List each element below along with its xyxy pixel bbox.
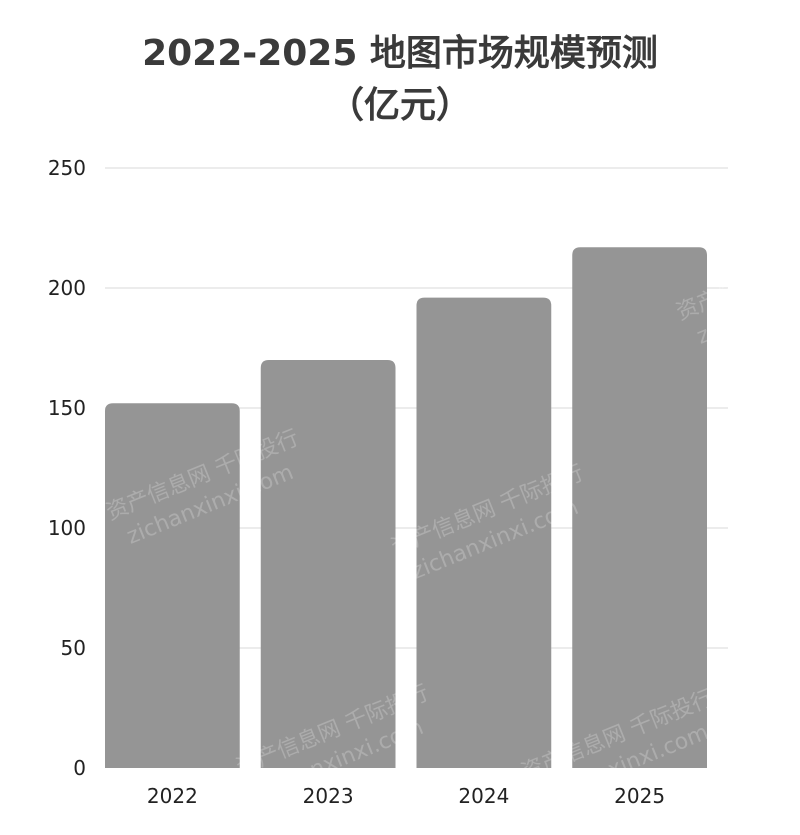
- chart-title: 2022-2025 地图市场规模预测 （亿元）: [0, 28, 800, 132]
- y-axis-ticks: 0 50 100 150 200 250: [48, 156, 86, 780]
- bar-2025: [572, 247, 707, 768]
- x-tick-label-2024: 2024: [458, 784, 509, 808]
- x-axis-ticks: 2022 2023 2024 2025: [147, 784, 665, 808]
- y-tick-label-100: 100: [48, 516, 86, 540]
- y-tick-label-250: 250: [48, 156, 86, 180]
- y-tick-label-50: 50: [61, 636, 86, 660]
- bar-2022: [105, 403, 240, 768]
- bars: [105, 247, 707, 768]
- bar-2023: [260, 360, 396, 768]
- y-tick-label-0: 0: [73, 756, 86, 780]
- y-tick-label-200: 200: [48, 276, 86, 300]
- x-tick-label-2023: 2023: [303, 784, 354, 808]
- bar-2024: [416, 297, 552, 768]
- chart-title-line2: （亿元）: [327, 85, 472, 126]
- x-tick-label-2025: 2025: [614, 784, 665, 808]
- x-tick-label-2022: 2022: [147, 784, 198, 808]
- chart-title-line1: 2022-2025 地图市场规模预测: [142, 33, 658, 74]
- y-tick-label-150: 150: [48, 396, 86, 420]
